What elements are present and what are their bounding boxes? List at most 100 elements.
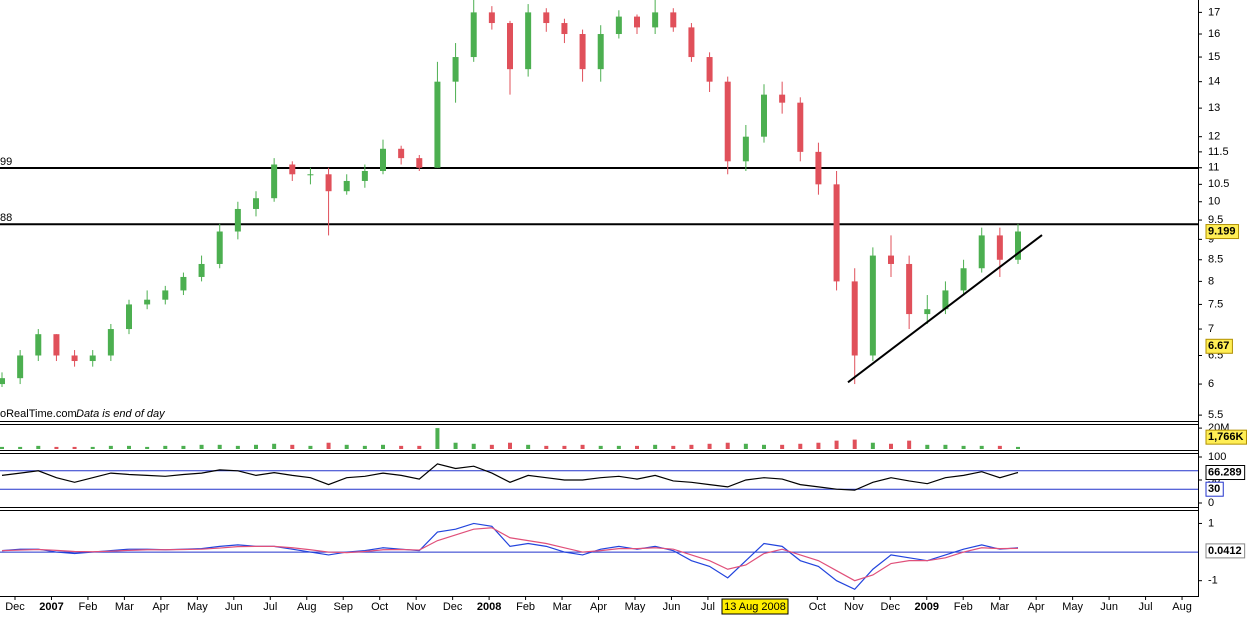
x-tick-label: May — [187, 601, 208, 613]
volume-bar — [471, 443, 476, 449]
volume-bar — [834, 440, 839, 449]
candle-body — [742, 136, 749, 162]
y-tick-label: 14 — [1208, 76, 1220, 88]
candle-body — [107, 329, 114, 356]
candle-body — [343, 180, 350, 192]
y-tick-label: 1 — [1208, 517, 1214, 529]
volume-bar — [127, 445, 131, 449]
indicator-line — [1, 463, 1019, 491]
x-tick-label: Jul — [263, 601, 277, 613]
volume-bar — [90, 446, 95, 449]
volume-bar — [798, 443, 803, 449]
candle-body — [579, 34, 586, 70]
volume-bar — [598, 445, 603, 449]
candle-body — [1015, 231, 1021, 260]
volume-bar — [235, 445, 240, 449]
trendline — [847, 234, 1043, 384]
level-label: 99 — [0, 156, 12, 168]
volume-bar — [707, 443, 712, 449]
volume-bar — [254, 444, 258, 449]
volume-bar — [635, 445, 639, 449]
candle-body — [706, 57, 713, 82]
volume-bar — [562, 445, 567, 449]
candle-body — [253, 198, 259, 209]
candle-body — [906, 263, 913, 315]
x-tick-label: Mar — [553, 601, 572, 613]
candle-body — [978, 235, 985, 269]
volume-bar — [852, 439, 857, 449]
candle-body — [942, 290, 949, 310]
x-tick-label: Mar — [990, 601, 1009, 613]
volume-bar — [290, 444, 295, 449]
candle-body — [126, 304, 132, 330]
candle-body — [198, 263, 205, 277]
candle-body — [271, 164, 278, 199]
candle-body — [216, 231, 223, 264]
value-readout-box — [1205, 338, 1233, 354]
x-tick-label: Aug — [297, 601, 317, 613]
candle-body — [488, 12, 495, 24]
y-tick-label: 100 — [1208, 451, 1226, 463]
x-tick-label: Jun — [225, 601, 243, 613]
y-tick-label: 10.5 — [1208, 178, 1229, 190]
candle-body — [325, 174, 332, 192]
value-readout-box — [1205, 543, 1246, 559]
volume-bar — [145, 446, 150, 449]
volume-bar — [435, 428, 440, 449]
candle-body — [289, 164, 296, 175]
value-readout: 0.0412 — [1208, 545, 1242, 557]
volume-bar — [362, 445, 367, 449]
candle-body — [307, 174, 314, 176]
cursor-label: 13 Aug 2008 — [724, 601, 786, 613]
y-tick-label: -1 — [1208, 575, 1218, 587]
candle-body — [470, 12, 477, 58]
candle-body — [960, 268, 967, 291]
volume-bar — [163, 445, 168, 449]
volume-bar — [961, 445, 966, 449]
candle-body — [888, 255, 894, 264]
candle-body — [833, 184, 840, 282]
volume-bar — [72, 446, 77, 449]
volume-bar — [308, 445, 313, 449]
candle-body — [851, 281, 858, 356]
y-tick-label: 8 — [1208, 275, 1214, 287]
candle-body — [688, 27, 695, 58]
candle-body — [144, 299, 151, 305]
value-readout-box — [1205, 429, 1247, 445]
volume-bar — [108, 445, 113, 449]
candle-body — [615, 16, 622, 35]
volume-bar — [453, 442, 458, 449]
candle-body — [380, 148, 386, 171]
x-tick-label: 2007 — [39, 601, 63, 613]
y-tick-label: 9.5 — [1208, 214, 1223, 226]
candle-body — [815, 151, 822, 185]
x-tick-label: Apr — [152, 601, 169, 613]
source-text: oRealTime.com — [0, 408, 77, 420]
candle-body — [924, 309, 931, 315]
value-readout: 1,766K — [1208, 431, 1244, 443]
candle-body — [361, 170, 368, 181]
volume-bar — [544, 445, 549, 449]
candle-body — [670, 12, 677, 28]
y-tick-label: 7 — [1208, 323, 1214, 335]
x-tick-label: Nov — [406, 601, 426, 613]
y-tick-label: 15 — [1208, 51, 1220, 63]
volume-bar — [18, 446, 23, 449]
x-tick-label: May — [1062, 601, 1083, 613]
volume-bar — [326, 442, 331, 449]
x-tick-label: May — [625, 601, 646, 613]
volume-bar — [0, 446, 4, 449]
value-readout-box — [1205, 481, 1224, 497]
volume-bar — [508, 442, 512, 449]
x-tick-label: Dec — [5, 601, 25, 613]
volume-bar — [725, 442, 730, 449]
x-tick-label: Jul — [701, 601, 715, 613]
candle-body — [779, 94, 786, 103]
candle-body — [0, 378, 5, 385]
value-readout: 9.199 — [1208, 225, 1236, 237]
candle-body — [543, 12, 550, 24]
volume-bar — [526, 444, 531, 449]
volume-bar — [979, 445, 984, 449]
volume-bar — [671, 445, 676, 449]
